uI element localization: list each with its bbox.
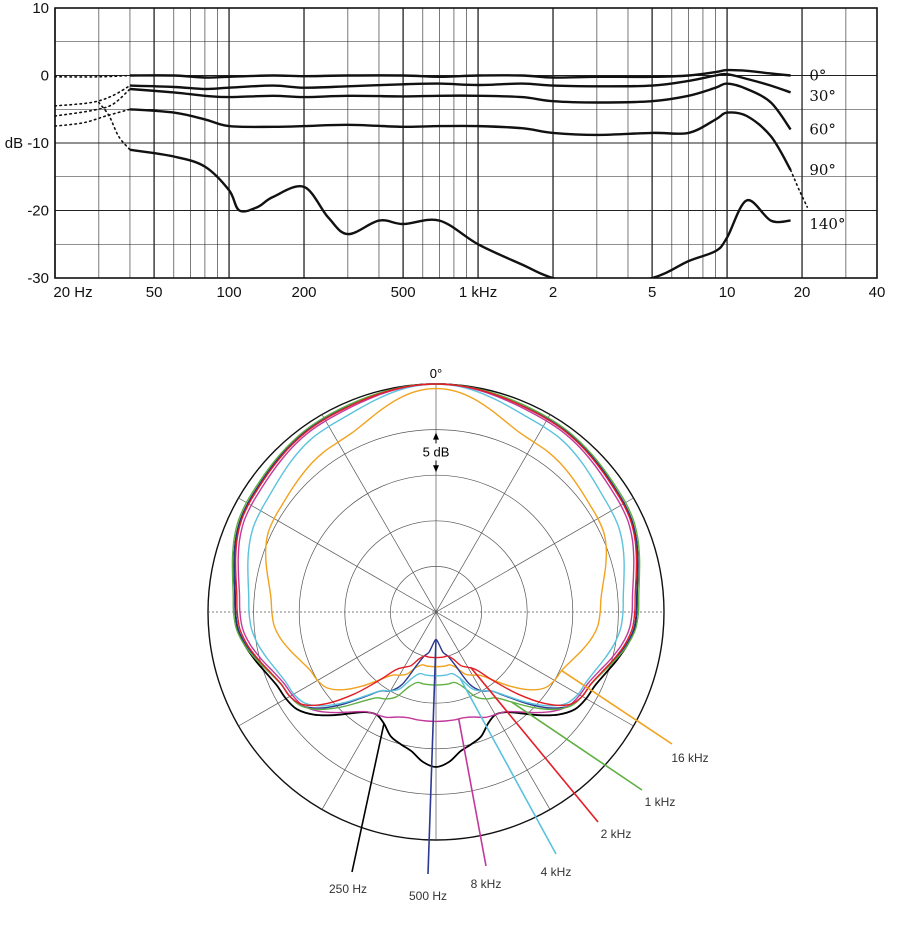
dotted-extension	[54, 84, 131, 107]
x-tick-label: 50	[146, 284, 163, 301]
series-line-3	[129, 108, 792, 171]
series-line-1	[129, 72, 791, 94]
polar-series-label: 500 Hz	[409, 889, 447, 903]
polar-top-label: 0°	[430, 366, 442, 381]
curve-label: 0°	[809, 67, 826, 85]
polar-series-label: 8 kHz	[471, 877, 502, 891]
x-tick-label: 2	[549, 284, 557, 301]
scale-arrow-head	[433, 432, 439, 440]
leader-line	[457, 718, 487, 867]
series-line-2	[129, 82, 792, 131]
x-tick-label: 5	[648, 284, 656, 301]
scale-label: 5 dB	[423, 444, 450, 459]
polar-spoke	[321, 414, 551, 810]
y-tick-label: -20	[27, 203, 49, 220]
polar-spoke	[238, 497, 634, 727]
dotted-extension	[54, 74, 131, 78]
curve-label: 90°	[809, 161, 836, 179]
leader-line	[459, 678, 557, 855]
leader-line	[427, 639, 437, 875]
polar-series-label: 16 kHz	[671, 751, 708, 765]
y-tick-label: dB -10	[5, 135, 49, 152]
curve-label: 140°	[809, 215, 845, 233]
polar-ring	[253, 429, 619, 795]
polar-spoke	[238, 497, 634, 727]
x-tick-label: 100	[217, 284, 242, 301]
leader-line	[469, 666, 599, 823]
polar-series-label: 4 kHz	[541, 865, 572, 879]
scale-arrow-head	[433, 465, 439, 473]
polar-series-label: 250 Hz	[329, 882, 367, 896]
polar-spoke	[321, 414, 551, 810]
leader-line	[511, 701, 643, 791]
dotted-extension	[789, 169, 809, 208]
leader-line	[351, 723, 385, 873]
x-tick-label: 10	[719, 284, 736, 301]
curve-label: 30°	[809, 87, 836, 105]
x-tick-label: 1 kHz	[459, 284, 497, 301]
curve-label: 60°	[809, 121, 836, 139]
y-tick-label: 10	[32, 0, 49, 17]
y-tick-label: 0	[41, 68, 49, 85]
polar-series-0	[233, 383, 639, 768]
polar-ring	[390, 566, 482, 658]
polar-ring	[344, 520, 528, 704]
polar-series-1	[233, 383, 639, 709]
x-tick-label: 500	[391, 284, 416, 301]
x-tick-label: 20 Hz	[53, 284, 92, 301]
x-tick-label: 20	[794, 284, 811, 301]
polar-series-3	[247, 383, 625, 707]
scale-label-bg	[418, 443, 454, 461]
series-line-0	[129, 68, 791, 79]
dotted-extension	[54, 88, 131, 117]
leader-line	[561, 669, 673, 745]
y-tick-label: -30	[27, 270, 49, 287]
polar-series-4	[234, 383, 638, 707]
series-line-4	[129, 148, 791, 278]
dotted-extension	[54, 108, 131, 127]
polar-grid	[207, 383, 665, 841]
dotted-extension	[98, 101, 131, 151]
plot-frame	[54, 7, 878, 279]
polar-series-label: 1 kHz	[645, 795, 676, 809]
x-tick-label: 40	[869, 284, 886, 301]
polar-series-label: 2 kHz	[601, 827, 632, 841]
polar-ring	[207, 383, 665, 841]
polar-series-6	[264, 387, 608, 691]
polar-series-2	[237, 383, 635, 723]
polar-series-5	[231, 383, 641, 711]
polar-ring	[298, 474, 574, 750]
x-tick-label: 200	[291, 284, 316, 301]
